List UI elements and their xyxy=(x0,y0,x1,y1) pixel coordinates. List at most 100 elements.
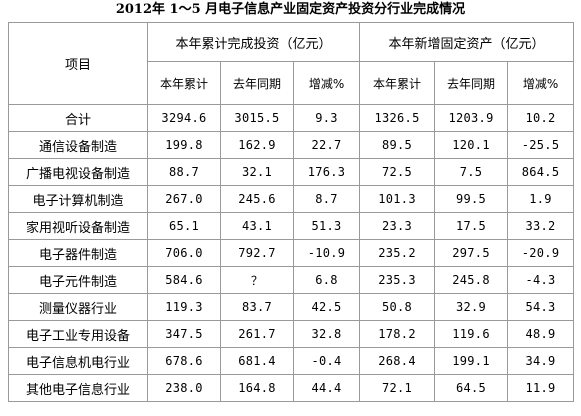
cell-cumulative-current: 3294.6 xyxy=(147,104,221,132)
row-label: 电子信息机电行业 xyxy=(8,347,148,375)
row-label: 广播电视设备制造 xyxy=(8,158,148,186)
cell-cumulative-last-year: 164.8 xyxy=(220,374,294,402)
cell-cumulative-current: 119.3 xyxy=(147,293,221,321)
cell-cumulative-current: 678.6 xyxy=(147,347,221,375)
cell-cumulative-change: -10.9 xyxy=(292,239,361,267)
cell-new-assets-current: 178.2 xyxy=(359,320,436,348)
header-col-change-2: 增减% xyxy=(507,61,575,105)
table-row: 其他电子信息行业 238.0 164.8 44.4 72.1 64.5 11.9 xyxy=(8,374,575,402)
cell-cumulative-last-year: 792.7 xyxy=(220,239,294,267)
cell-new-assets-current: 72.1 xyxy=(359,374,436,402)
table-row: 电子信息机电行业 678.6 681.4 -0.4 268.4 199.1 34.9 xyxy=(8,347,575,375)
cell-cumulative-current: 199.8 xyxy=(147,131,221,159)
cell-new-assets-change: 11.9 xyxy=(507,374,575,402)
cell-new-assets-last-year: 17.5 xyxy=(434,212,509,240)
cell-new-assets-current: 235.2 xyxy=(359,239,436,267)
cell-new-assets-last-year: 99.5 xyxy=(434,185,509,213)
header-col-current-2: 本年累计 xyxy=(359,61,436,105)
table-title: 2012年 1～5 月电子信息产业固定资产投资分行业完成情况 xyxy=(115,2,466,17)
header-item: 项目 xyxy=(8,22,148,105)
header-group-cumulative-investment: 本年累计完成投资（亿元） xyxy=(146,22,361,62)
cell-cumulative-last-year: ？ xyxy=(220,266,294,294)
cell-new-assets-current: 72.5 xyxy=(359,158,436,186)
cell-cumulative-last-year: 43.1 xyxy=(220,212,294,240)
cell-cumulative-change: 6.8 xyxy=(292,266,361,294)
cell-new-assets-change: 33.2 xyxy=(507,212,575,240)
table-row: 电子工业专用设备 347.5 261.7 32.8 178.2 119.6 48.9 xyxy=(8,320,575,348)
cell-cumulative-change: 9.3 xyxy=(292,104,361,132)
table-row: 广播电视设备制造 88.7 32.1 176.3 72.5 7.5 864.5 xyxy=(8,158,575,186)
row-label: 家用视听设备制造 xyxy=(8,212,148,240)
header-col-last-year-2: 去年同期 xyxy=(434,61,509,105)
cell-cumulative-last-year: 83.7 xyxy=(220,293,294,321)
cell-new-assets-change: -20.9 xyxy=(507,239,575,267)
cell-new-assets-last-year: 199.1 xyxy=(434,347,509,375)
cell-cumulative-change: 22.7 xyxy=(292,131,361,159)
cell-cumulative-last-year: 245.6 xyxy=(220,185,294,213)
cell-new-assets-current: 23.3 xyxy=(359,212,436,240)
cell-new-assets-change: 34.9 xyxy=(507,347,575,375)
cell-new-assets-last-year: 64.5 xyxy=(434,374,509,402)
row-label: 电子器件制造 xyxy=(8,239,148,267)
cell-new-assets-current: 1326.5 xyxy=(359,104,436,132)
cell-new-assets-current: 50.8 xyxy=(359,293,436,321)
cell-cumulative-current: 267.0 xyxy=(147,185,221,213)
cell-cumulative-current: 347.5 xyxy=(147,320,221,348)
cell-cumulative-last-year: 681.4 xyxy=(220,347,294,375)
cell-cumulative-last-year: 32.1 xyxy=(220,158,294,186)
header-col-change-1: 增减% xyxy=(292,61,361,105)
cell-cumulative-change: 176.3 xyxy=(292,158,361,186)
cell-new-assets-change: 54.3 xyxy=(507,293,575,321)
cell-cumulative-current: 65.1 xyxy=(147,212,221,240)
table-row: 通信设备制造 199.8 162.9 22.7 89.5 120.1 -25.5 xyxy=(8,131,575,159)
header-col-current-1: 本年累计 xyxy=(147,61,221,105)
cell-new-assets-current: 101.3 xyxy=(359,185,436,213)
cell-new-assets-change: 1.9 xyxy=(507,185,575,213)
table-row: 测量仪器行业 119.3 83.7 42.5 50.8 32.9 54.3 xyxy=(8,293,575,321)
cell-cumulative-change: 44.4 xyxy=(292,374,361,402)
row-label: 电子工业专用设备 xyxy=(8,320,148,348)
header-row-groups: 项目 本年累计完成投资（亿元） 本年新增固定资产（亿元） xyxy=(8,22,575,105)
cell-cumulative-current: 88.7 xyxy=(147,158,221,186)
table-row: 电子器件制造 706.0 792.7 -10.9 235.2 297.5 -20.9 xyxy=(8,239,575,267)
cell-new-assets-last-year: 120.1 xyxy=(434,131,509,159)
cell-new-assets-current: 89.5 xyxy=(359,131,436,159)
header-group-new-fixed-assets: 本年新增固定资产（亿元） xyxy=(359,22,575,62)
cell-new-assets-current: 235.3 xyxy=(359,266,436,294)
cell-new-assets-last-year: 1203.9 xyxy=(434,104,509,132)
header-row-columns: 本年累计 去年同期 增减% 本年累计 去年同期 增减% xyxy=(9,61,575,105)
cell-new-assets-change: 864.5 xyxy=(507,158,575,186)
cell-new-assets-current: 268.4 xyxy=(359,347,436,375)
cell-new-assets-last-year: 297.5 xyxy=(434,239,509,267)
cell-cumulative-change: 51.3 xyxy=(292,212,361,240)
cell-cumulative-change: 8.7 xyxy=(292,185,361,213)
cell-cumulative-change: 42.5 xyxy=(292,293,361,321)
cell-new-assets-last-year: 245.8 xyxy=(434,266,509,294)
cell-new-assets-last-year: 119.6 xyxy=(434,320,509,348)
cell-new-assets-change: -4.3 xyxy=(507,266,575,294)
row-label: 其他电子信息行业 xyxy=(8,374,148,402)
cell-cumulative-last-year: 261.7 xyxy=(220,320,294,348)
cell-cumulative-current: 706.0 xyxy=(147,239,221,267)
table-row: 电子计算机制造 267.0 245.6 8.7 101.3 99.5 1.9 xyxy=(8,185,575,213)
table-row: 家用视听设备制造 65.1 43.1 51.3 23.3 17.5 33.2 xyxy=(8,212,575,240)
header-col-last-year-1: 去年同期 xyxy=(220,61,294,105)
cell-cumulative-last-year: 162.9 xyxy=(220,131,294,159)
row-label: 通信设备制造 xyxy=(8,131,148,159)
cell-new-assets-change: -25.5 xyxy=(507,131,575,159)
row-label: 电子元件制造 xyxy=(8,266,148,294)
cell-new-assets-change: 48.9 xyxy=(507,320,575,348)
cell-cumulative-change: -0.4 xyxy=(292,347,361,375)
row-label: 电子计算机制造 xyxy=(8,185,148,213)
cell-new-assets-last-year: 32.9 xyxy=(434,293,509,321)
cell-cumulative-last-year: 3015.5 xyxy=(220,104,294,132)
cell-cumulative-current: 584.6 xyxy=(147,266,221,294)
table-row: 合计 3294.6 3015.5 9.3 1326.5 1203.9 10.2 xyxy=(8,104,575,132)
investment-table: 项目 本年累计完成投资（亿元） 本年新增固定资产（亿元） 本年累计 去年同期 增… xyxy=(8,22,575,402)
table-row: 电子元件制造 584.6？ 6.8 235.3 245.8 -4.3 xyxy=(8,266,575,294)
cell-new-assets-change: 10.2 xyxy=(507,104,575,132)
cell-cumulative-current: 238.0 xyxy=(147,374,221,402)
row-label: 测量仪器行业 xyxy=(8,293,148,321)
cell-cumulative-change: 32.8 xyxy=(292,320,361,348)
cell-new-assets-last-year: 7.5 xyxy=(434,158,509,186)
